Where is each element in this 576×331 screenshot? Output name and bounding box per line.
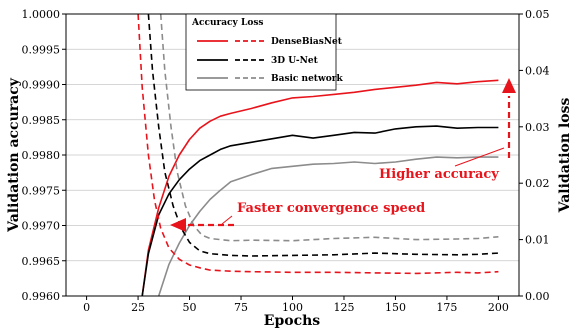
x-tick-label: 100 bbox=[282, 301, 303, 314]
y-left-tick-label: 0.9985 bbox=[22, 114, 61, 127]
y-right-tick-label: 0.01 bbox=[525, 234, 550, 247]
y-left-tick-label: 0.9970 bbox=[22, 220, 61, 233]
legend-label-densebiasnet: DenseBiasNet bbox=[271, 37, 343, 47]
y-left-axis-title: Validation accuracy bbox=[6, 77, 22, 233]
x-tick-label: 125 bbox=[333, 301, 354, 314]
y-left-tick-label: 0.9990 bbox=[22, 79, 61, 92]
convergence-arrow-head bbox=[170, 218, 186, 232]
convergence-pointer bbox=[221, 215, 233, 225]
y-right-tick-label: 0.05 bbox=[525, 8, 550, 21]
higher-accuracy-label: Higher accuracy bbox=[379, 167, 499, 182]
higher-accuracy-arrow-head bbox=[502, 78, 516, 93]
x-tick-label: 25 bbox=[131, 301, 145, 314]
higher-accuracy-pointer bbox=[454, 147, 505, 167]
y-left-tick-label: 0.9975 bbox=[22, 184, 61, 197]
y-right-tick-label: 0.00 bbox=[525, 290, 550, 303]
y-right-tick-label: 0.03 bbox=[525, 121, 550, 134]
legend-label-basic-network: Basic network bbox=[271, 74, 343, 84]
convergence-label: Faster convergence speed bbox=[237, 201, 425, 216]
y-left-tick-label: 0.9995 bbox=[22, 43, 61, 56]
annotation-higher-accuracy: Higher accuracy bbox=[379, 78, 516, 182]
x-tick-label: 50 bbox=[183, 301, 197, 314]
series-3d-u-net-accuracy bbox=[141, 125, 499, 296]
x-tick-label: 175 bbox=[436, 301, 457, 314]
y-right-axis-title: Validation loss bbox=[557, 98, 573, 214]
x-tick-label: 0 bbox=[83, 301, 90, 314]
y-right-axis-ticks: 0.00 0.01 0.02 0.03 0.04 0.05 bbox=[519, 8, 550, 303]
legend: Accuracy Loss DenseBiasNet 3D U-Net Basi… bbox=[185, 13, 343, 91]
series-basic-network-accuracy bbox=[157, 156, 499, 296]
y-right-tick-label: 0.04 bbox=[525, 64, 550, 77]
y-left-tick-label: 0.9960 bbox=[22, 290, 61, 303]
x-tick-label: 200 bbox=[488, 301, 509, 314]
y-right-tick-label: 0.02 bbox=[525, 177, 550, 190]
x-tick-label: 75 bbox=[234, 301, 248, 314]
y-left-tick-label: 0.9980 bbox=[22, 149, 61, 162]
x-axis-title: Epochs bbox=[264, 313, 321, 329]
y-left-tick-label: 1.0000 bbox=[22, 8, 61, 21]
x-tick-label: 150 bbox=[385, 301, 406, 314]
x-axis-ticks: 0 25 50 75 100 125 150 175 200 bbox=[83, 296, 509, 314]
series-3d-u-net-loss bbox=[147, 14, 499, 257]
y-left-axis-ticks: 0.9960 0.9965 0.9970 0.9975 0.9980 0.9985 0.99… bbox=[22, 8, 66, 303]
series-layer bbox=[137, 14, 499, 296]
y-left-tick-label: 0.9965 bbox=[22, 255, 61, 268]
series-densebiasnet-loss bbox=[137, 14, 499, 275]
annotation-faster-convergence: Faster convergence speed bbox=[170, 201, 425, 232]
series-densebiasnet-accuracy bbox=[141, 79, 499, 296]
legend-header-loss: Loss bbox=[241, 18, 263, 28]
series-basic-network-loss bbox=[159, 14, 499, 242]
legend-header-accuracy: Accuracy bbox=[191, 18, 239, 28]
legend-label-3d-unet: 3D U-Net bbox=[271, 56, 319, 66]
